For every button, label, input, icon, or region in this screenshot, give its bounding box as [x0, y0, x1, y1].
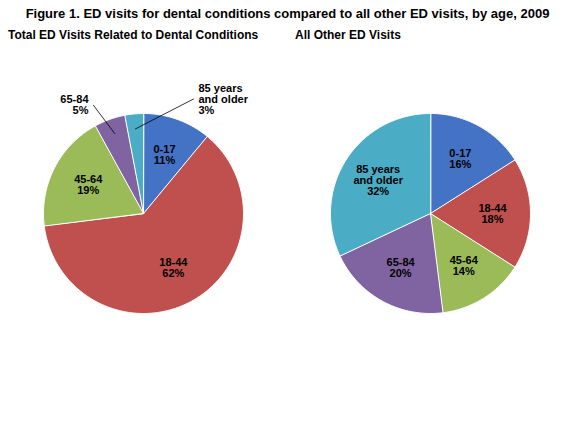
svg-text:45-6419%: 45-6419% [74, 174, 103, 197]
svg-text:85 yearsand older3%: 85 yearsand older3% [199, 82, 249, 116]
svg-text:65-8420%: 65-8420% [387, 256, 416, 279]
html-text:All Other ED Visits: All Other ED Visits [295, 28, 401, 43]
svg-text:0-1711%: 0-1711% [153, 143, 175, 166]
svg-text:18-4462%: 18-4462% [159, 256, 188, 279]
svg-text:85 yearsand older32%: 85 yearsand older32% [353, 163, 403, 197]
svg-text:65-845%: 65-845% [60, 94, 89, 117]
svg-text:0-1716%: 0-1716% [449, 147, 471, 170]
html-text:Total ED Visits Related to Den: Total ED Visits Related to Dental Condit… [8, 28, 259, 43]
svg-text:45-6414%: 45-6414% [450, 254, 479, 277]
svg-text:18-4418%: 18-4418% [478, 202, 507, 225]
html-text:Figure 1. ED visits for dental: Figure 1. ED visits for dental condition… [25, 6, 550, 21]
